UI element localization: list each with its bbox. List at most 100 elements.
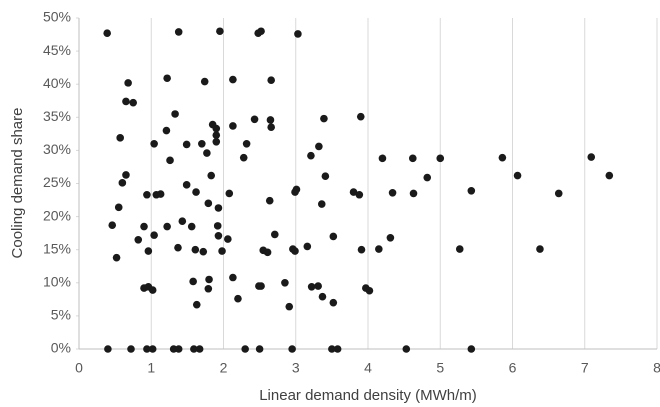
point [229,273,237,282]
point [294,30,302,38]
x-tick-label: 0 [75,360,83,376]
point [234,294,242,303]
x-tick-label: 2 [220,360,228,376]
point [216,27,224,36]
point [329,232,338,241]
point [285,302,294,311]
point [605,171,614,180]
point [163,222,171,231]
point [356,112,365,121]
point [218,247,226,255]
point [402,345,411,353]
point [116,134,124,142]
point [241,345,249,353]
y-tick-label: 35% [43,108,71,124]
y-tick-label: 50% [43,9,71,25]
point [328,345,336,353]
point [103,29,111,38]
point [270,230,279,239]
x-tick-label: 7 [581,360,589,376]
point [207,171,216,180]
point [229,75,237,84]
y-tick-label: 20% [43,207,71,223]
point [187,222,196,231]
point [436,154,445,163]
point [214,204,223,212]
point [365,286,374,295]
point [307,282,316,291]
point [204,199,213,208]
point [162,126,171,135]
point [143,190,151,199]
point [255,345,264,353]
point [114,203,123,212]
point [467,345,476,353]
x-tick-label: 1 [147,360,155,376]
point [554,189,563,198]
y-tick-label: 10% [43,274,71,290]
point [150,231,158,239]
point [203,149,211,157]
point [112,253,121,262]
point [408,154,417,163]
point [140,222,148,231]
point [239,153,248,162]
point [257,27,265,36]
point [198,139,206,148]
point [307,151,315,160]
point [214,231,223,240]
point [536,245,544,253]
point [225,189,234,198]
point [118,179,127,187]
point [124,79,132,87]
x-tick-label: 5 [436,360,444,376]
y-tick-label: 5% [51,307,71,323]
point [212,137,221,146]
y-axis-title: Cooling demand share [9,108,26,259]
point [174,243,182,252]
point [409,189,418,198]
point [156,190,165,198]
x-axis-title: Linear demand density (MWh/m) [259,387,477,404]
point [291,247,299,255]
point [267,76,275,85]
point [190,345,198,353]
point [498,153,507,162]
x-tick-label: 8 [653,360,660,376]
point [315,142,323,151]
point [250,115,259,124]
point [213,222,222,230]
x-tick-label: 3 [292,360,300,376]
x-tick-label: 6 [509,360,517,376]
point [134,235,143,244]
point [148,345,157,353]
point [192,300,201,309]
point [266,116,275,124]
point [148,286,157,294]
point [205,275,213,284]
point [292,185,301,194]
y-tick-label: 0% [51,340,71,356]
point [212,124,221,133]
point [104,345,112,353]
point [150,139,158,148]
y-tick-label: 30% [43,141,71,157]
point [143,345,151,353]
point [257,282,265,290]
y-tick-label: 15% [43,240,71,256]
point [388,188,397,197]
point [229,122,237,130]
point [320,114,328,123]
point [191,245,200,254]
point [357,245,366,254]
x-tick-label: 4 [364,360,372,376]
point [178,217,187,226]
point [129,98,137,107]
point [171,110,179,118]
point [224,235,232,243]
point [303,242,312,251]
point [122,171,130,179]
point [127,345,135,353]
